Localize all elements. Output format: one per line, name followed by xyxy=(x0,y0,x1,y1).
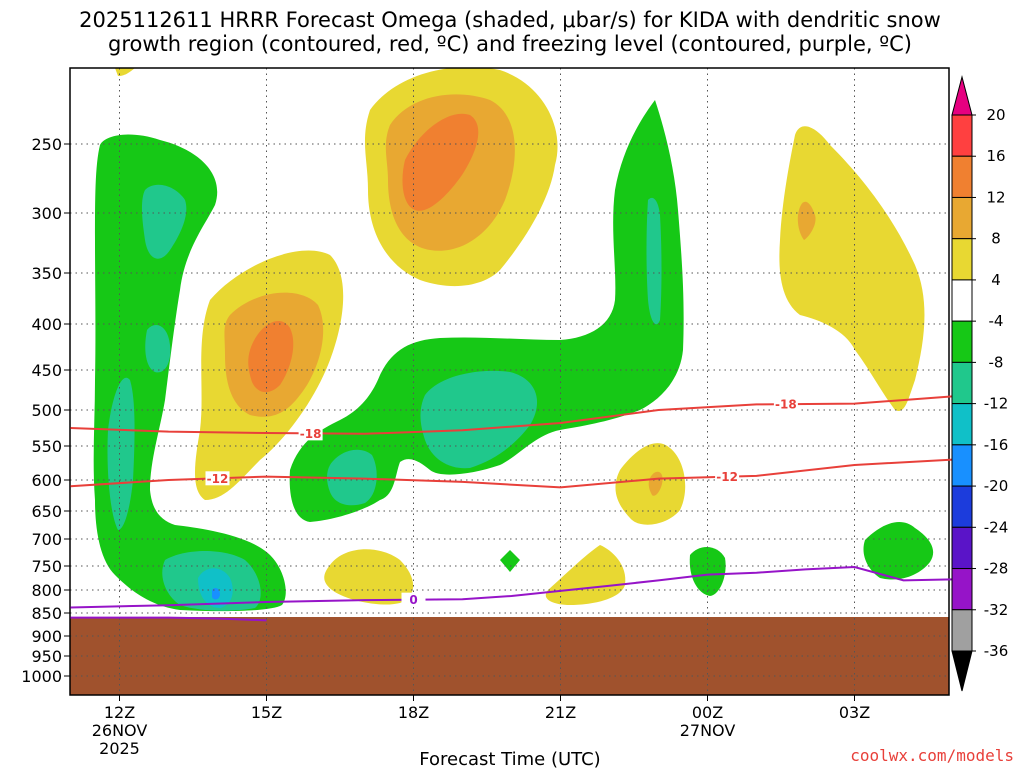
x-tick-label: 12Z xyxy=(104,703,135,722)
y-tick-label: 650 xyxy=(31,502,62,521)
colorbar-box xyxy=(951,568,973,611)
x-tick-date: 27NOV xyxy=(680,721,736,740)
contour-line xyxy=(70,565,953,609)
colorbar-box xyxy=(951,279,973,322)
y-tick-label: 950 xyxy=(31,647,62,666)
colorbar-label: -4 xyxy=(989,312,1004,330)
contour-label: -18 xyxy=(775,398,797,412)
y-tick-label: 850 xyxy=(31,604,62,623)
omega-region-green-left xyxy=(93,134,286,612)
contour-label-bg xyxy=(715,469,740,484)
colorbar-box xyxy=(951,196,973,240)
x-tick-date: 26NOV xyxy=(92,721,148,740)
y-tick-label: 600 xyxy=(31,471,62,490)
contour-label-bg xyxy=(205,471,230,486)
colorbar-label: 8 xyxy=(991,230,1001,248)
y-tick-label: 500 xyxy=(31,401,62,420)
colorbar-label: -12 xyxy=(984,395,1009,413)
colorbar-box xyxy=(951,609,973,652)
omega-region-green-middle xyxy=(289,100,684,522)
omega-region-yellow-low2 xyxy=(545,545,626,605)
colorbar-label: 16 xyxy=(986,147,1005,165)
omega-region-teal-middle xyxy=(420,370,538,469)
y-tick-label: 450 xyxy=(31,361,62,380)
colorbar-bottom-arrow xyxy=(951,650,973,692)
colorbar-box xyxy=(951,320,973,363)
title-line-1: 2025112611 HRRR Forecast Omega (shaded, … xyxy=(79,8,941,32)
colorbar-label: 4 xyxy=(991,271,1001,289)
colorbar-label: -16 xyxy=(984,436,1009,454)
colorbar-top-arrow xyxy=(951,75,973,116)
y-tick-label: 400 xyxy=(31,315,62,334)
x-tick-label: 03Z xyxy=(839,703,870,722)
colorbar-label: 20 xyxy=(986,106,1005,124)
colorbar-box xyxy=(951,526,973,570)
contour-line xyxy=(70,616,267,622)
plot-frame xyxy=(69,67,950,696)
omega-region-orange-upper xyxy=(402,113,479,211)
colorbar: 20 16 12 8 4 -4 -8 -12 -16 -20 -24 -28 -32 -36 xyxy=(951,75,1009,692)
omega-region-orange-left xyxy=(248,320,294,393)
x-tick-label: 18Z xyxy=(398,703,429,722)
x-tick-year: 2025 xyxy=(99,739,140,758)
y-tick-label: 250 xyxy=(31,135,62,154)
colorbar-label: -28 xyxy=(984,560,1009,578)
y-tick-label: 350 xyxy=(31,264,62,283)
ground-layer xyxy=(70,617,949,695)
omega-region-green-small3 xyxy=(863,521,934,580)
contour-label-bg xyxy=(773,397,798,412)
omega-region-yellow-low1 xyxy=(324,549,414,605)
contour-label-bg xyxy=(401,592,426,607)
colorbar-label: -32 xyxy=(984,601,1009,619)
y-tick-label: 300 xyxy=(31,204,62,223)
contour-line xyxy=(70,395,953,435)
omega-region-teal-right-column xyxy=(646,197,662,325)
y-tick-label: 550 xyxy=(31,437,62,456)
x-axis-label: Forecast Time (UTC) xyxy=(419,749,600,768)
omega-region-green-small2 xyxy=(689,547,726,596)
omega-region-teal-left-mid xyxy=(145,325,171,373)
omega-region-ochre-right xyxy=(797,201,816,240)
colorbar-box xyxy=(951,403,973,446)
colorbar-box xyxy=(951,444,973,487)
contour-label: -12 xyxy=(207,472,229,486)
colorbar-label: -36 xyxy=(984,642,1009,660)
omega-shading xyxy=(93,68,934,612)
y-axis-ticks: 250 300 350 400 450 500 550 600 650 700 750 800 850 9… xyxy=(21,135,70,686)
y-tick-label: 800 xyxy=(31,581,62,600)
y-tick-label: 750 xyxy=(31,557,62,576)
colorbar-box xyxy=(951,155,973,198)
grid xyxy=(70,68,949,695)
contour-label-bg xyxy=(298,426,323,441)
x-tick-label: 15Z xyxy=(251,703,282,722)
omega-region-teal-left xyxy=(141,184,187,259)
colorbar-box xyxy=(951,238,973,281)
x-tick-label: 00Z xyxy=(692,703,723,722)
y-tick-label: 1000 xyxy=(21,667,62,686)
credit-text: coolwx.com/models xyxy=(850,746,1014,765)
omega-region-green-small1 xyxy=(500,550,520,572)
x-tick-label: 21Z xyxy=(545,703,576,722)
contour-label: 0 xyxy=(409,593,417,607)
colorbar-box xyxy=(951,114,973,157)
colorbar-label: -20 xyxy=(984,477,1009,495)
contour-label: -12 xyxy=(716,470,738,484)
omega-region-blue-bottom xyxy=(212,587,220,600)
contours: -18 -18 -12 -12 0 xyxy=(70,395,953,622)
omega-region-yellow-right xyxy=(779,126,925,411)
colorbar-box xyxy=(951,361,973,405)
y-tick-label: 900 xyxy=(31,627,62,646)
contour-label: -18 xyxy=(300,427,322,441)
y-tick-label: 700 xyxy=(31,530,62,549)
colorbar-box xyxy=(951,485,973,528)
colorbar-label: 12 xyxy=(986,188,1005,206)
colorbar-label: -8 xyxy=(989,353,1004,371)
omega-region-yellow-topleft xyxy=(115,68,135,76)
colorbar-label: -24 xyxy=(984,518,1009,536)
title-line-2: growth region (contoured, red, ºC) and f… xyxy=(108,32,912,56)
omega-region-teal-left-low xyxy=(107,377,135,530)
